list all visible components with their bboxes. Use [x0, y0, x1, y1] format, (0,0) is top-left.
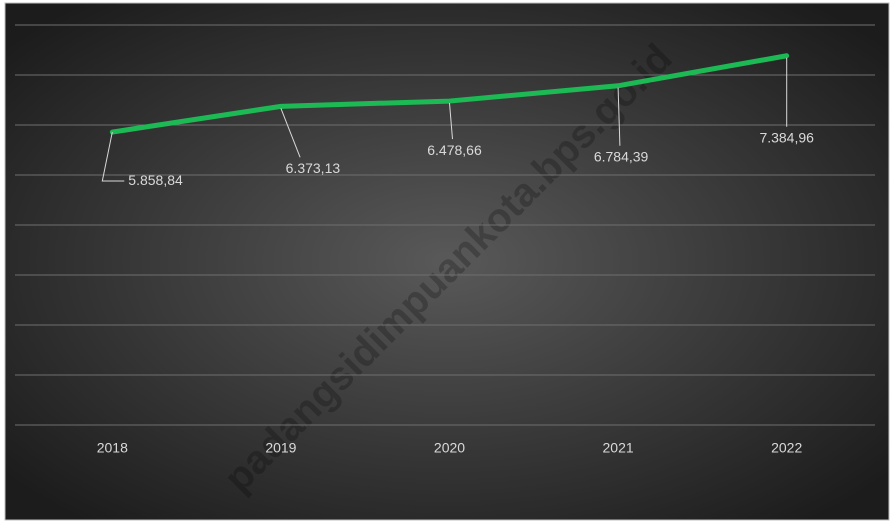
leader-line [280, 108, 301, 158]
leader-line [617, 87, 621, 146]
x-tick-label: 2021 [603, 440, 634, 456]
leader-line [449, 103, 453, 140]
x-tick-label: 2018 [97, 440, 128, 456]
leader-line [101, 131, 125, 182]
plot-background [4, 2, 890, 521]
data-label: 7.384,96 [759, 129, 814, 145]
series-line [109, 53, 790, 135]
x-tick-label: 2020 [434, 440, 465, 456]
data-label: 6.373,13 [286, 160, 341, 176]
x-tick-label: 2022 [771, 440, 802, 456]
data-label: 5.858,84 [128, 172, 183, 188]
data-label: 6.784,39 [594, 148, 649, 164]
x-tick-label: 2019 [265, 440, 296, 456]
data-label: 6.478,66 [427, 142, 482, 158]
